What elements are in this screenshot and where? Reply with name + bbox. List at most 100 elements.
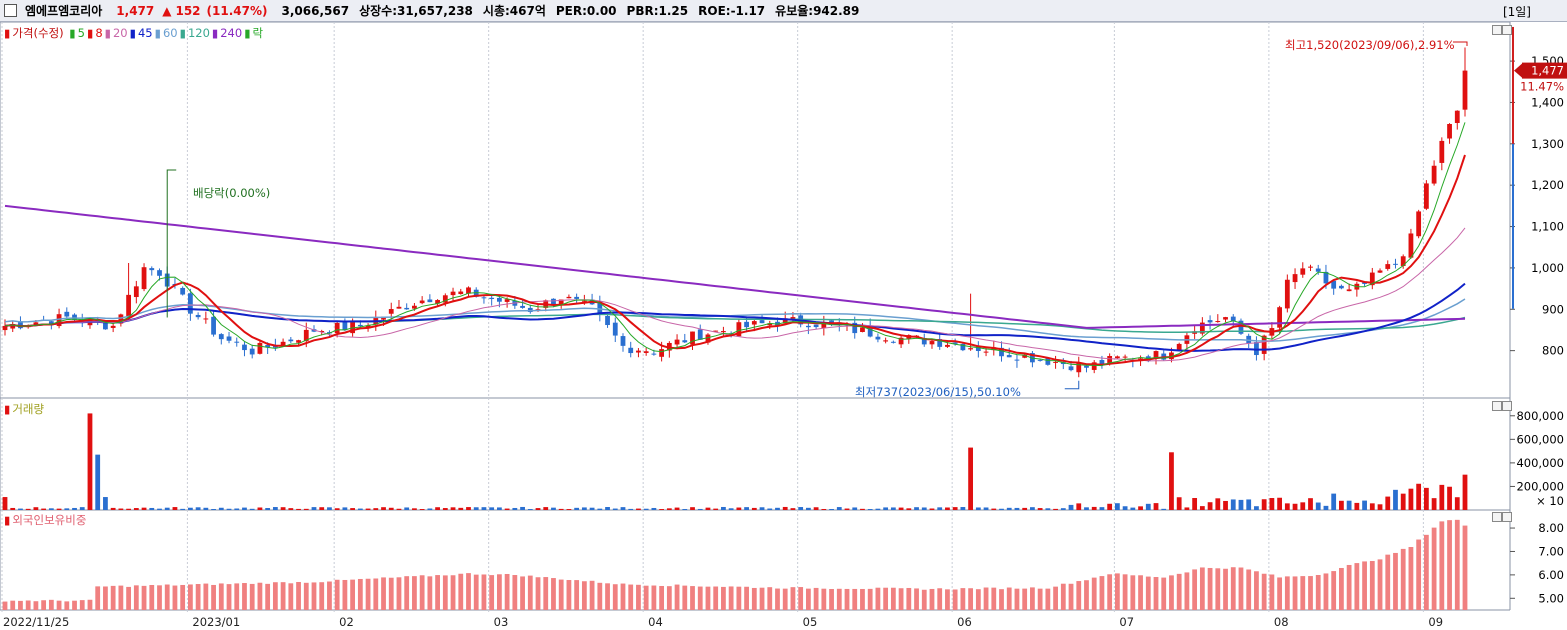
foreign-ratio-bar: [288, 583, 294, 610]
close-icon[interactable]: [1502, 401, 1512, 411]
volume-bar: [744, 507, 749, 510]
volume-bar: [1145, 503, 1151, 510]
foreign-ratio-bar: [1454, 519, 1460, 610]
candle-body: [1014, 359, 1020, 361]
minimize-icon[interactable]: [1492, 512, 1502, 522]
volume-bar: [1292, 503, 1298, 510]
volume-bar: [1362, 500, 1367, 510]
foreign-ratio-bar: [551, 578, 556, 610]
candle-body: [133, 286, 139, 298]
close-icon[interactable]: [1502, 512, 1512, 522]
candle-body: [33, 322, 39, 326]
foreign-ratio-bar: [1130, 575, 1136, 610]
foreign-ratio-bar: [898, 588, 904, 610]
candle-body: [180, 287, 186, 295]
candle-body: [319, 331, 325, 333]
volume-bar: [682, 509, 688, 510]
candle-body: [504, 299, 510, 302]
foreign-ratio-bar: [1145, 576, 1151, 610]
volume-bar: [357, 508, 363, 510]
candle-body: [1408, 233, 1414, 258]
candle-body: [342, 322, 348, 331]
candle-body: [1284, 279, 1290, 309]
foreign-ratio-bar: [1369, 561, 1375, 610]
volume-tick-label: 400,000: [1516, 456, 1564, 470]
foreign-ratio-bar: [1284, 576, 1290, 610]
foreign-ratio-bar: [164, 584, 170, 610]
axis-background: [1510, 22, 1567, 630]
ma-legend-items: ▮ 5 ▮ 8 ▮ 20 ▮ 45 ▮ 60 ▮ 120 ▮ 240 ▮ 락: [69, 26, 265, 40]
candle-body: [1114, 356, 1120, 359]
volume-bar: [288, 508, 294, 510]
volume-bar: [481, 507, 487, 510]
x-axis-label: 05: [803, 615, 818, 629]
header-scroll-area: [1537, 0, 1567, 21]
candle-body: [388, 309, 394, 314]
candle-body: [64, 311, 70, 317]
volume-bar: [195, 507, 201, 510]
stock-name[interactable]: 엠에프엠코리아: [25, 4, 103, 18]
foreign-ratio-bar: [466, 573, 471, 610]
candle-body: [157, 270, 162, 276]
candle-body: [612, 322, 618, 336]
candle-body: [1199, 322, 1205, 334]
candle-body: [1277, 307, 1282, 328]
volume-bar: [1385, 496, 1391, 510]
volume-bar: [1138, 506, 1143, 510]
volume-bar: [1006, 507, 1012, 510]
volume-bar: [226, 508, 232, 510]
legend-color-swatch: ▮: [69, 26, 76, 40]
chart-area[interactable]: 1,5001,4001,3001,2001,1001,000900800800,…: [0, 22, 1567, 630]
volume-bar: [188, 507, 193, 510]
minimize-icon[interactable]: [1492, 401, 1502, 411]
volume-bar: [365, 508, 371, 510]
foreign-ratio-bar: [1014, 588, 1020, 610]
volume-bar: [1246, 499, 1252, 510]
candle-body: [852, 322, 858, 334]
candle-body: [1053, 361, 1058, 363]
volume-bar: [242, 507, 247, 510]
candle-body: [1107, 355, 1113, 364]
foreign-ratio-bar: [1192, 569, 1198, 610]
volume-bar: [999, 508, 1004, 510]
roe-value: ROE:-1.17: [698, 3, 766, 18]
volume-bar: [782, 506, 788, 510]
candle-body: [1261, 335, 1267, 354]
volume-bar: [41, 508, 47, 510]
reserve-ratio: 유보율:942.89: [775, 4, 860, 18]
dividend-marker: [166, 169, 177, 318]
volume-bar: [597, 508, 603, 510]
candle-body: [1068, 366, 1074, 371]
volume-bar: [1192, 498, 1198, 510]
candle-body: [1215, 321, 1221, 323]
volume-bar: [728, 508, 734, 510]
legend-item-60: 60: [162, 26, 178, 40]
price-legend: ▮ 가격(수정) ▮ 5 ▮ 8 ▮ 20 ▮ 45 ▮ 60 ▮ 120 ▮ 240 ▮ 락: [4, 25, 267, 41]
volume-bar: [1084, 507, 1089, 510]
select-checkbox[interactable]: [4, 4, 17, 17]
pbr-value: PBR:1.25: [626, 3, 689, 18]
volume-bar: [1339, 500, 1344, 510]
period-button[interactable]: [1일]: [1502, 5, 1531, 19]
per-value: PER:0.00: [555, 3, 617, 18]
legend-item-20: 20: [112, 26, 128, 40]
foreign-ratio-bar: [188, 584, 193, 610]
volume-bar: [512, 507, 518, 510]
foreign-ratio-bar: [628, 584, 634, 610]
foreign-ratio-bar: [697, 586, 703, 610]
foreign-ratio-bar: [265, 583, 271, 610]
candle-body: [574, 296, 580, 299]
foreign-ratio-bar: [829, 588, 834, 610]
candle-body: [1400, 256, 1406, 267]
current-price-arrow: [1514, 63, 1522, 78]
foreign-ratio-bar: [574, 580, 580, 610]
close-icon[interactable]: [1502, 25, 1512, 35]
volume-bar: [690, 507, 695, 510]
volume-bar: [651, 507, 657, 510]
candle-body: [1462, 70, 1468, 110]
volume-bar: [473, 507, 479, 510]
stock-info-bar: 엠에프엠코리아 1,477 ▲ 152 (11.47%) 3,066,567 상…: [0, 0, 1567, 22]
volume-bar: [311, 507, 317, 510]
minimize-icon[interactable]: [1492, 25, 1502, 35]
foreign-ratio-bar: [1431, 527, 1437, 610]
